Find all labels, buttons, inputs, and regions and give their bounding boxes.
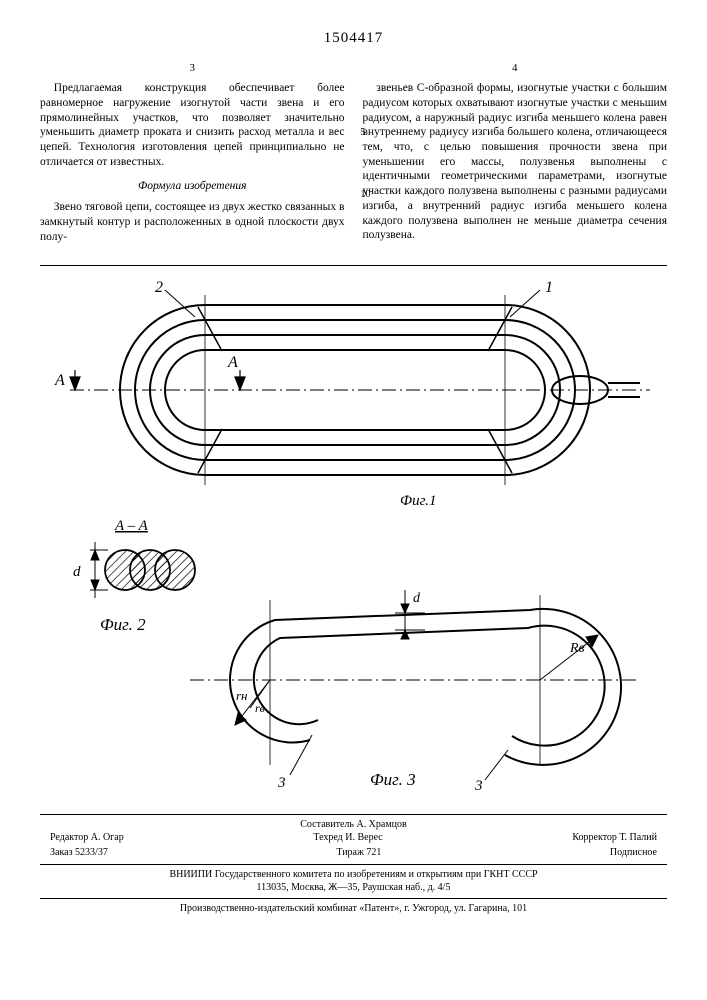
footer-editor: Редактор А. Огар (50, 832, 124, 843)
fig1-caption: Фиг.1 (400, 493, 436, 509)
footer-corrector: Корректор Т. Палий (572, 832, 657, 843)
footer-line3: Производственно-издательский комбинат «П… (40, 903, 667, 916)
fig3-Rv: Rв (569, 641, 585, 656)
footer: Составитель А. Храмцов Редактор А. Огар … (40, 814, 667, 916)
left-para-2: Звено тяговой цепи, состоящее из двух же… (40, 200, 345, 244)
fig1-label-1: 1 (545, 280, 553, 296)
right-para: звеньев С-образной формы, изогнутые учас… (363, 81, 668, 243)
line-marker-10: 10 (361, 189, 371, 202)
fig3-d: d (413, 591, 421, 606)
footer-compiler: Составитель А. Храмцов (40, 819, 667, 830)
fig2-caption: Фиг. 2 (100, 615, 146, 634)
footer-subscription: Подписное (610, 847, 657, 858)
figure-2-3: A – A d Фиг. 2 (40, 510, 660, 790)
left-column: 3 Предлагаемая конструкция обеспечивает … (40, 61, 345, 247)
fig1-A-mid: A (227, 354, 238, 371)
fig3-caption: Фиг. 3 (370, 770, 416, 789)
fig3-label-3b: 3 (474, 778, 483, 790)
formula-title: Формула изобретения (40, 179, 345, 194)
line-marker-5: 5 (361, 127, 366, 140)
fig2-section-label: A – A (114, 518, 149, 534)
patent-number: 1504417 (40, 30, 667, 47)
left-para-1: Предлагаемая конструкция обеспечивает бо… (40, 81, 345, 169)
right-col-num: 4 (363, 61, 668, 75)
left-col-num: 3 (40, 61, 345, 75)
footer-order: Заказ 5233/37 (50, 847, 108, 858)
fig2-d: d (73, 564, 81, 580)
fig3-rn: rн (236, 688, 248, 703)
figure-1: 2 1 A A Фиг.1 (40, 280, 660, 510)
fig3-label-3a: 3 (277, 775, 286, 790)
footer-line2: 113035, Москва, Ж—35, Раушская наб., д. … (40, 882, 667, 895)
text-columns: 3 Предлагаемая конструкция обеспечивает … (40, 61, 667, 247)
footer-tirazh: Тираж 721 (336, 847, 381, 858)
right-column: 4 5 10 звеньев С-образной формы, изогнут… (363, 61, 668, 247)
fig1-A-left: A (54, 372, 65, 389)
footer-techred: Техред И. Верес (313, 832, 382, 843)
fig1-label-2: 2 (155, 280, 163, 296)
figures-block: 2 1 A A Фиг.1 A – A (40, 265, 667, 790)
footer-line1: ВНИИПИ Государственного комитета по изоб… (40, 869, 667, 882)
fig3-rv: rв (255, 701, 265, 715)
